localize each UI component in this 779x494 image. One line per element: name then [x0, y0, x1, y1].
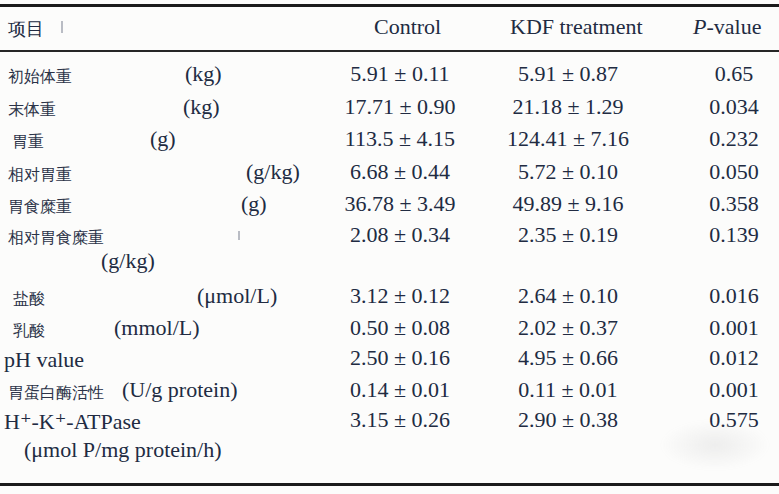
row-label: 乳酸 [13, 321, 45, 342]
kdf-value: 5.91 ± 0.87 [495, 63, 641, 85]
table-top-rule [0, 4, 779, 7]
p-value: 0.65 [690, 63, 778, 85]
row-unit: (μmol/L) [197, 285, 277, 307]
control-value: 0.14 ± 0.01 [325, 379, 475, 401]
column-header-item: 项目 [8, 20, 44, 38]
p-value: 0.012 [690, 347, 778, 369]
column-header-control: Control [374, 16, 441, 38]
p-rest: -value [706, 14, 761, 39]
p-value: 0.050 [690, 161, 778, 183]
kdf-value: 124.41 ± 7.16 [495, 128, 641, 150]
control-value: 0.50 ± 0.08 [325, 317, 475, 339]
table-row-ph-value: pH value 2.50 ± 0.16 4.95 ± 0.66 0.012 [0, 347, 779, 375]
table-row-initial-body-weight: 初始体重 (kg) 5.91 ± 0.11 5.91 ± 0.87 0.65 [0, 63, 779, 91]
table-row-hydrochloric-acid: 盐酸 (μmol/L) 3.12 ± 0.12 2.64 ± 0.10 0.01… [0, 285, 779, 313]
kdf-value: 2.02 ± 0.37 [495, 317, 641, 339]
row-label: 初始体重 [8, 67, 72, 88]
header-divider-rule [0, 50, 779, 52]
p-value: 0.232 [690, 128, 778, 150]
control-value: 113.5 ± 4.15 [325, 128, 475, 150]
control-value: 5.91 ± 0.11 [325, 63, 475, 85]
row-label: 胃蛋白酶活性 [8, 383, 104, 404]
table-row-relative-chyme-weight-unit-line: (g/kg) [0, 250, 779, 278]
control-value: 6.68 ± 0.44 [325, 161, 475, 183]
p-value: 0.034 [690, 96, 778, 118]
row-label: 胃食糜重 [8, 197, 72, 218]
kdf-value: 5.72 ± 0.10 [495, 161, 641, 183]
row-unit: (g/kg) [101, 250, 155, 272]
row-label: 相对胃重 [8, 165, 72, 186]
p-italic: P [693, 14, 706, 39]
control-value: 2.08 ± 0.34 [325, 224, 475, 246]
scan-smudge [660, 420, 770, 470]
table-row-pepsin-activity: 胃蛋白酶活性 (U/g protein) 0.14 ± 0.01 0.11 ± … [0, 379, 779, 407]
kdf-value: 0.11 ± 0.01 [495, 379, 641, 401]
control-value: 2.50 ± 0.16 [325, 347, 475, 369]
gastric-parameters-table: 项目 Control KDF treatment P-value 初始体重 (k… [0, 0, 779, 494]
row-unit: (g/kg) [246, 161, 300, 183]
row-label: 相对胃食糜重 [8, 228, 104, 249]
control-value: 36.78 ± 3.49 [325, 193, 475, 215]
row-label: H⁺-K⁺-ATPase [4, 409, 141, 435]
row-unit: (g) [150, 128, 176, 150]
control-value: 3.15 ± 0.26 [325, 409, 475, 431]
control-value: 17.71 ± 0.90 [325, 96, 475, 118]
table-row-final-body-weight: 末体重 (kg) 17.71 ± 0.90 21.18 ± 1.29 0.034 [0, 96, 779, 124]
table-row-stomach-weight: 胃重 (g) 113.5 ± 4.15 124.41 ± 7.16 0.232 [0, 128, 779, 156]
kdf-value: 4.95 ± 0.66 [495, 347, 641, 369]
kdf-value: 2.64 ± 0.10 [495, 285, 641, 307]
control-value: 3.12 ± 0.12 [325, 285, 475, 307]
table-bottom-rule [0, 483, 779, 486]
p-value: 0.358 [690, 193, 778, 215]
kdf-value: 2.35 ± 0.19 [495, 224, 641, 246]
row-label: 末体重 [8, 100, 56, 121]
table-row-chyme-weight: 胃食糜重 (g) 36.78 ± 3.49 49.89 ± 9.16 0.358 [0, 193, 779, 221]
row-unit: (kg) [185, 63, 222, 85]
row-label: 胃重 [12, 132, 44, 153]
kdf-value: 2.90 ± 0.38 [495, 409, 641, 431]
row-unit: (mmol/L) [114, 317, 200, 339]
p-value: 0.139 [690, 224, 778, 246]
table-row-lactic-acid: 乳酸 (mmol/L) 0.50 ± 0.08 2.02 ± 0.37 0.00… [0, 317, 779, 345]
table-row-relative-stomach-weight: 相对胃重 (g/kg) 6.68 ± 0.44 5.72 ± 0.10 0.05… [0, 161, 779, 189]
p-value: 0.001 [690, 379, 778, 401]
column-header-kdf-treatment: KDF treatment [510, 16, 643, 38]
row-unit: (μmol P/mg protein/h) [24, 439, 222, 461]
column-header-p-value: P-value [693, 16, 761, 38]
p-value: 0.001 [690, 317, 778, 339]
scan-artifact-mark [61, 21, 63, 33]
kdf-value: 21.18 ± 1.29 [495, 96, 641, 118]
row-unit: (kg) [183, 96, 220, 118]
kdf-value: 49.89 ± 9.16 [495, 193, 641, 215]
p-value: 0.016 [690, 285, 778, 307]
row-unit: (g) [241, 193, 267, 215]
scan-artifact-mark [238, 231, 240, 240]
row-label: pH value [4, 347, 84, 373]
row-label: 盐酸 [13, 289, 45, 310]
row-unit: (U/g protein) [122, 379, 237, 401]
